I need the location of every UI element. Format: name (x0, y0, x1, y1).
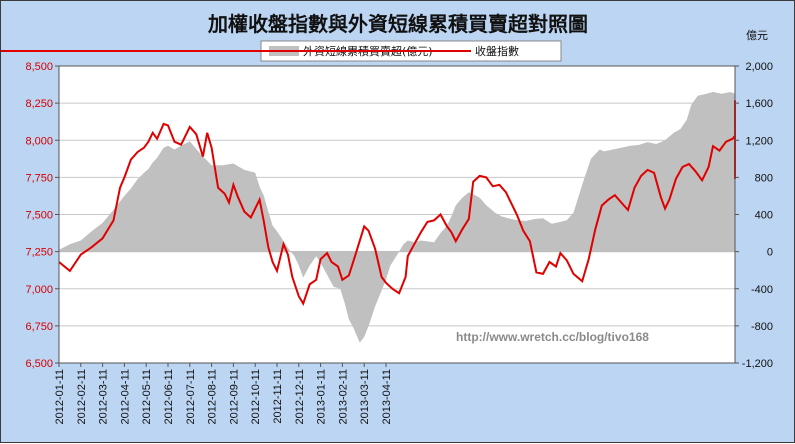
x-tick-label: 2012-12-11 (294, 369, 306, 424)
x-axis: 2012-01-11 2012-02-11 2012-03-11 2012-04-11… (54, 363, 393, 424)
left-tick-label: 7,250 (25, 247, 53, 259)
right-tick-label: 800 (755, 172, 773, 184)
left-tick-label: 7,750 (25, 172, 53, 184)
left-tick-label: 6,500 (25, 358, 53, 370)
x-tick-label: 2013-03-11 (359, 369, 371, 424)
x-tick-label: 2012-09-11 (228, 369, 240, 424)
x-tick-label: 2012-01-11 (54, 369, 66, 424)
x-tick-label: 2012-03-11 (98, 369, 110, 424)
x-tick-label: 2012-07-11 (185, 369, 197, 424)
x-tick-label: 2013-01-11 (316, 369, 328, 424)
right-axis: -1,200 -800 -400 0 400 800 1,200 1,600 2,000 (735, 61, 773, 370)
right-tick-label: 0 (767, 247, 773, 259)
x-tick-label: 2012-02-11 (76, 369, 88, 424)
x-tick-label: 2013-02-11 (337, 369, 349, 424)
right-tick-label: 1,600 (745, 98, 773, 110)
right-tick-label: -1,200 (742, 358, 773, 370)
left-tick-label: 7,000 (25, 284, 53, 296)
x-tick-label: 2012-11-11 (272, 369, 284, 424)
x-tick-label: 2012-05-11 (141, 369, 153, 424)
left-tick-label: 8,000 (25, 135, 53, 147)
left-tick-label: 8,500 (25, 61, 53, 73)
left-tick-label: 7,500 (25, 210, 53, 222)
right-tick-label: 1,200 (745, 135, 773, 147)
right-tick-label: -800 (751, 321, 773, 333)
x-tick-label: 2012-06-11 (163, 369, 175, 424)
right-tick-label: -400 (751, 284, 773, 296)
right-tick-label: 2,000 (745, 61, 773, 73)
left-axis: 6,500 6,750 7,000 7,250 7,500 7,750 8,000 8,250… (25, 61, 59, 370)
left-tick-label: 8,250 (25, 98, 53, 110)
x-tick-label: 2012-10-11 (250, 369, 262, 424)
x-tick-label: 2013-04-11 (381, 369, 393, 424)
watermark: http://www.wretch.cc/blog/tivo168 (456, 330, 649, 344)
legend: 外資短線累積買賣超(億元) 收盤指數 (1, 40, 562, 62)
chart-title: 加權收盤指數與外資短線累積買賣超對照圖 (207, 12, 588, 36)
legend-label-close-index: 收盤指數 (475, 44, 519, 58)
foreign-flow-area (59, 66, 735, 343)
left-tick-label: 6,750 (25, 321, 53, 333)
x-tick-label: 2012-08-11 (207, 369, 219, 424)
right-axis-unit: 億元 (746, 29, 768, 42)
x-tick-label: 2012-04-11 (119, 369, 131, 424)
right-tick-label: 400 (755, 210, 773, 222)
